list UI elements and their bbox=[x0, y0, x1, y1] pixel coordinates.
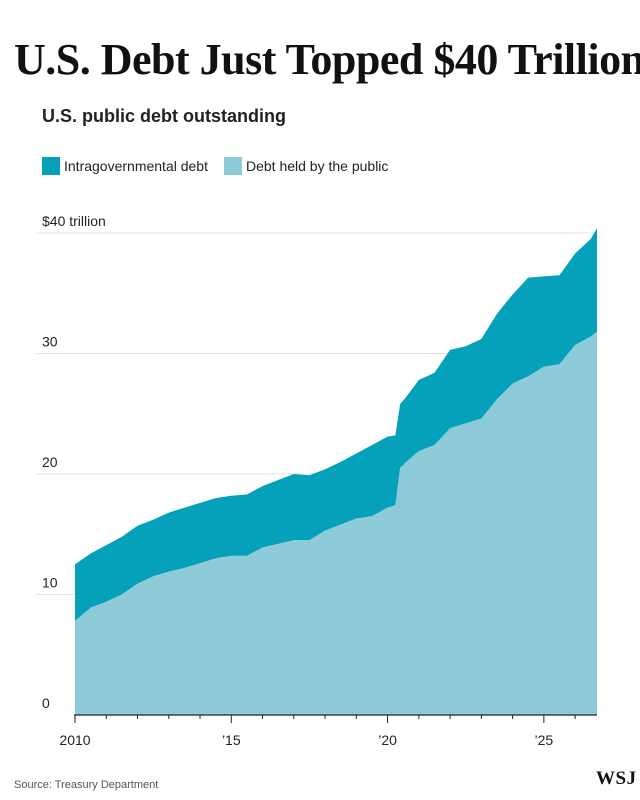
wsj-logo: WSJ bbox=[596, 768, 637, 789]
x-tick-label-2025: ’25 bbox=[535, 732, 554, 748]
area-intragovernmental-debt bbox=[75, 228, 597, 621]
y-tick-label-20: 20 bbox=[42, 454, 58, 470]
area-layer bbox=[75, 228, 597, 715]
x-tick-label-2020: ’20 bbox=[378, 732, 397, 748]
legend-item-public: Debt held by the public bbox=[223, 157, 389, 175]
legend: Intragovernmental debt Debt held by the … bbox=[42, 157, 404, 175]
y-tick-label-30: 30 bbox=[42, 334, 58, 350]
y-tick-label-40: $40 trillion bbox=[42, 213, 106, 229]
y-tick-label-0: 0 bbox=[42, 695, 50, 711]
area-debt-held-by-public bbox=[75, 331, 597, 715]
headline: U.S. Debt Just Topped $40 Trillion bbox=[14, 35, 640, 84]
axes: 0 10 20 30 $40 trillion 2010 ’15 ’20 ’25 bbox=[42, 213, 597, 748]
y-tick-label-10: 10 bbox=[42, 575, 58, 591]
legend-swatch-public bbox=[223, 157, 242, 175]
legend-item-intragovernmental: Intragovernmental debt bbox=[42, 157, 208, 175]
legend-label-intragovernmental: Intragovernmental debt bbox=[64, 158, 208, 174]
x-tick-label-2015: ’15 bbox=[222, 732, 241, 748]
source-note: Source: Treasury Department bbox=[14, 779, 159, 791]
x-tick-label-2010: 2010 bbox=[59, 732, 90, 748]
legend-label-public: Debt held by the public bbox=[245, 158, 389, 174]
legend-swatch-intragovernmental bbox=[42, 157, 60, 175]
chart-title: U.S. public debt outstanding bbox=[42, 106, 286, 126]
